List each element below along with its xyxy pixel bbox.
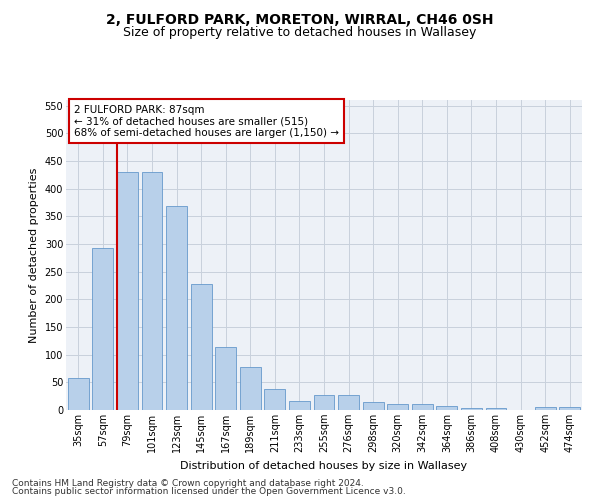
Bar (265, 389, 286, 410)
X-axis label: Distribution of detached houses by size in Wallasey: Distribution of detached houses by size … (181, 460, 467, 470)
Bar (191, 284, 212, 410)
Bar (166, 206, 187, 410)
Text: 2 FULFORD PARK: 87sqm
← 31% of detached houses are smaller (515)
68% of semi-det: 2 FULFORD PARK: 87sqm ← 31% of detached … (74, 104, 339, 138)
Bar (289, 400, 310, 410)
Text: Contains HM Land Registry data © Crown copyright and database right 2024.: Contains HM Land Registry data © Crown c… (12, 478, 364, 488)
Bar (412, 404, 433, 410)
Text: Size of property relative to detached houses in Wallasey: Size of property relative to detached ho… (124, 26, 476, 39)
Bar (338, 395, 359, 410)
Text: 2, FULFORD PARK, MORETON, WIRRAL, CH46 0SH: 2, FULFORD PARK, MORETON, WIRRAL, CH46 0… (106, 12, 494, 26)
Text: Contains public sector information licensed under the Open Government Licence v3: Contains public sector information licen… (12, 487, 406, 496)
Bar (240, 368, 261, 410)
Bar (436, 406, 457, 410)
Y-axis label: Number of detached properties: Number of detached properties (29, 168, 39, 342)
Bar (215, 348, 236, 410)
Bar (117, 172, 138, 410)
Bar (387, 404, 408, 410)
Bar (142, 172, 163, 410)
Bar (559, 407, 580, 410)
Bar (92, 248, 113, 410)
Bar (485, 408, 506, 410)
Bar (362, 402, 383, 410)
Bar (68, 378, 89, 410)
Bar (535, 407, 556, 410)
Bar (461, 408, 482, 410)
Bar (314, 395, 334, 410)
